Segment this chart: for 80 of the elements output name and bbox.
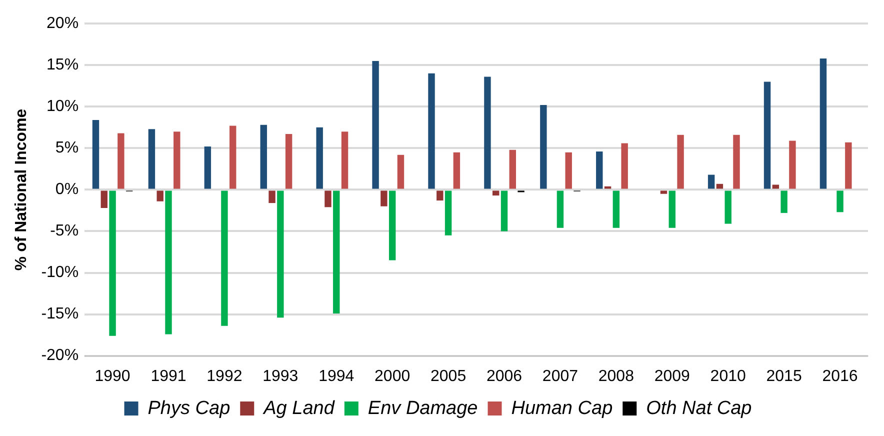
y-tick-label: 5% bbox=[55, 140, 79, 157]
y-tick-label: -10% bbox=[41, 264, 79, 282]
bar bbox=[724, 190, 732, 224]
bar bbox=[733, 134, 740, 189]
bar bbox=[229, 126, 236, 189]
x-tick-label: 1990 bbox=[94, 368, 130, 385]
x-tick-label: 2016 bbox=[822, 368, 858, 385]
y-tick-label: -20% bbox=[41, 347, 79, 364]
bar bbox=[596, 151, 603, 189]
bar bbox=[820, 58, 827, 189]
bar bbox=[716, 184, 724, 189]
bar bbox=[221, 190, 228, 326]
bar bbox=[204, 146, 212, 189]
x-tick-label: 2009 bbox=[654, 368, 690, 385]
x-tick-label: 2010 bbox=[710, 368, 746, 385]
bar bbox=[277, 190, 284, 318]
y-tick-label: -15% bbox=[41, 306, 79, 323]
bar bbox=[316, 127, 323, 189]
bar bbox=[500, 190, 508, 232]
y-tick-label: 10% bbox=[46, 98, 79, 116]
y-tick-label: 20% bbox=[46, 15, 79, 32]
bar bbox=[556, 190, 564, 228]
bar bbox=[612, 190, 620, 228]
x-tick-label: 1993 bbox=[262, 368, 298, 385]
bar bbox=[708, 174, 715, 189]
bar bbox=[668, 190, 676, 228]
y-tick-label: 15% bbox=[46, 56, 79, 74]
bar bbox=[156, 190, 164, 202]
bar bbox=[789, 140, 796, 189]
x-tick-label: 2005 bbox=[430, 368, 466, 385]
bar bbox=[372, 60, 379, 189]
bar bbox=[484, 76, 491, 189]
bar bbox=[772, 184, 780, 189]
legend-label: Oth Nat Cap bbox=[646, 398, 752, 419]
y-tick-label: 0% bbox=[55, 181, 79, 198]
x-tick-label: 2006 bbox=[486, 368, 522, 385]
bar bbox=[492, 190, 500, 196]
legend-label: Human Cap bbox=[511, 398, 613, 419]
bar bbox=[397, 154, 404, 189]
bar bbox=[428, 73, 435, 189]
bar bbox=[660, 190, 668, 194]
bar bbox=[540, 104, 547, 189]
x-tick-label: 2015 bbox=[766, 368, 802, 385]
bar bbox=[453, 152, 460, 189]
bar bbox=[677, 134, 684, 189]
bar bbox=[100, 190, 108, 208]
x-tick-label: 2000 bbox=[374, 368, 410, 385]
bar bbox=[565, 152, 572, 189]
bar bbox=[165, 190, 172, 334]
y-tick-label: -5% bbox=[50, 222, 79, 240]
x-tick-label: 1994 bbox=[318, 368, 354, 385]
bar bbox=[109, 190, 116, 336]
bar bbox=[148, 129, 156, 189]
bar bbox=[388, 190, 396, 260]
bar bbox=[174, 132, 180, 189]
x-tick-label: 1992 bbox=[206, 368, 242, 385]
bar bbox=[324, 190, 332, 208]
x-tick-label: 2007 bbox=[542, 368, 578, 385]
bar bbox=[118, 133, 124, 189]
x-tick-label: 2008 bbox=[598, 368, 634, 385]
bar bbox=[764, 82, 771, 189]
bar bbox=[268, 190, 276, 203]
bar bbox=[341, 132, 348, 189]
bar bbox=[436, 190, 444, 200]
bar bbox=[444, 190, 452, 236]
legend-label: Ag Land bbox=[262, 398, 336, 419]
bar bbox=[836, 190, 844, 212]
bar bbox=[845, 142, 852, 189]
y-axis-title: % of National Income bbox=[13, 108, 30, 271]
bar bbox=[260, 124, 267, 189]
bar bbox=[285, 134, 292, 189]
bar bbox=[333, 190, 340, 314]
legend-label: Env Damage bbox=[368, 398, 478, 419]
x-tick-label: 1991 bbox=[150, 368, 186, 385]
bar bbox=[780, 190, 788, 213]
bar bbox=[380, 190, 388, 206]
bar bbox=[92, 120, 100, 189]
legend-label: Phys Cap bbox=[148, 398, 230, 419]
bar bbox=[509, 150, 516, 189]
bar bbox=[621, 143, 628, 189]
